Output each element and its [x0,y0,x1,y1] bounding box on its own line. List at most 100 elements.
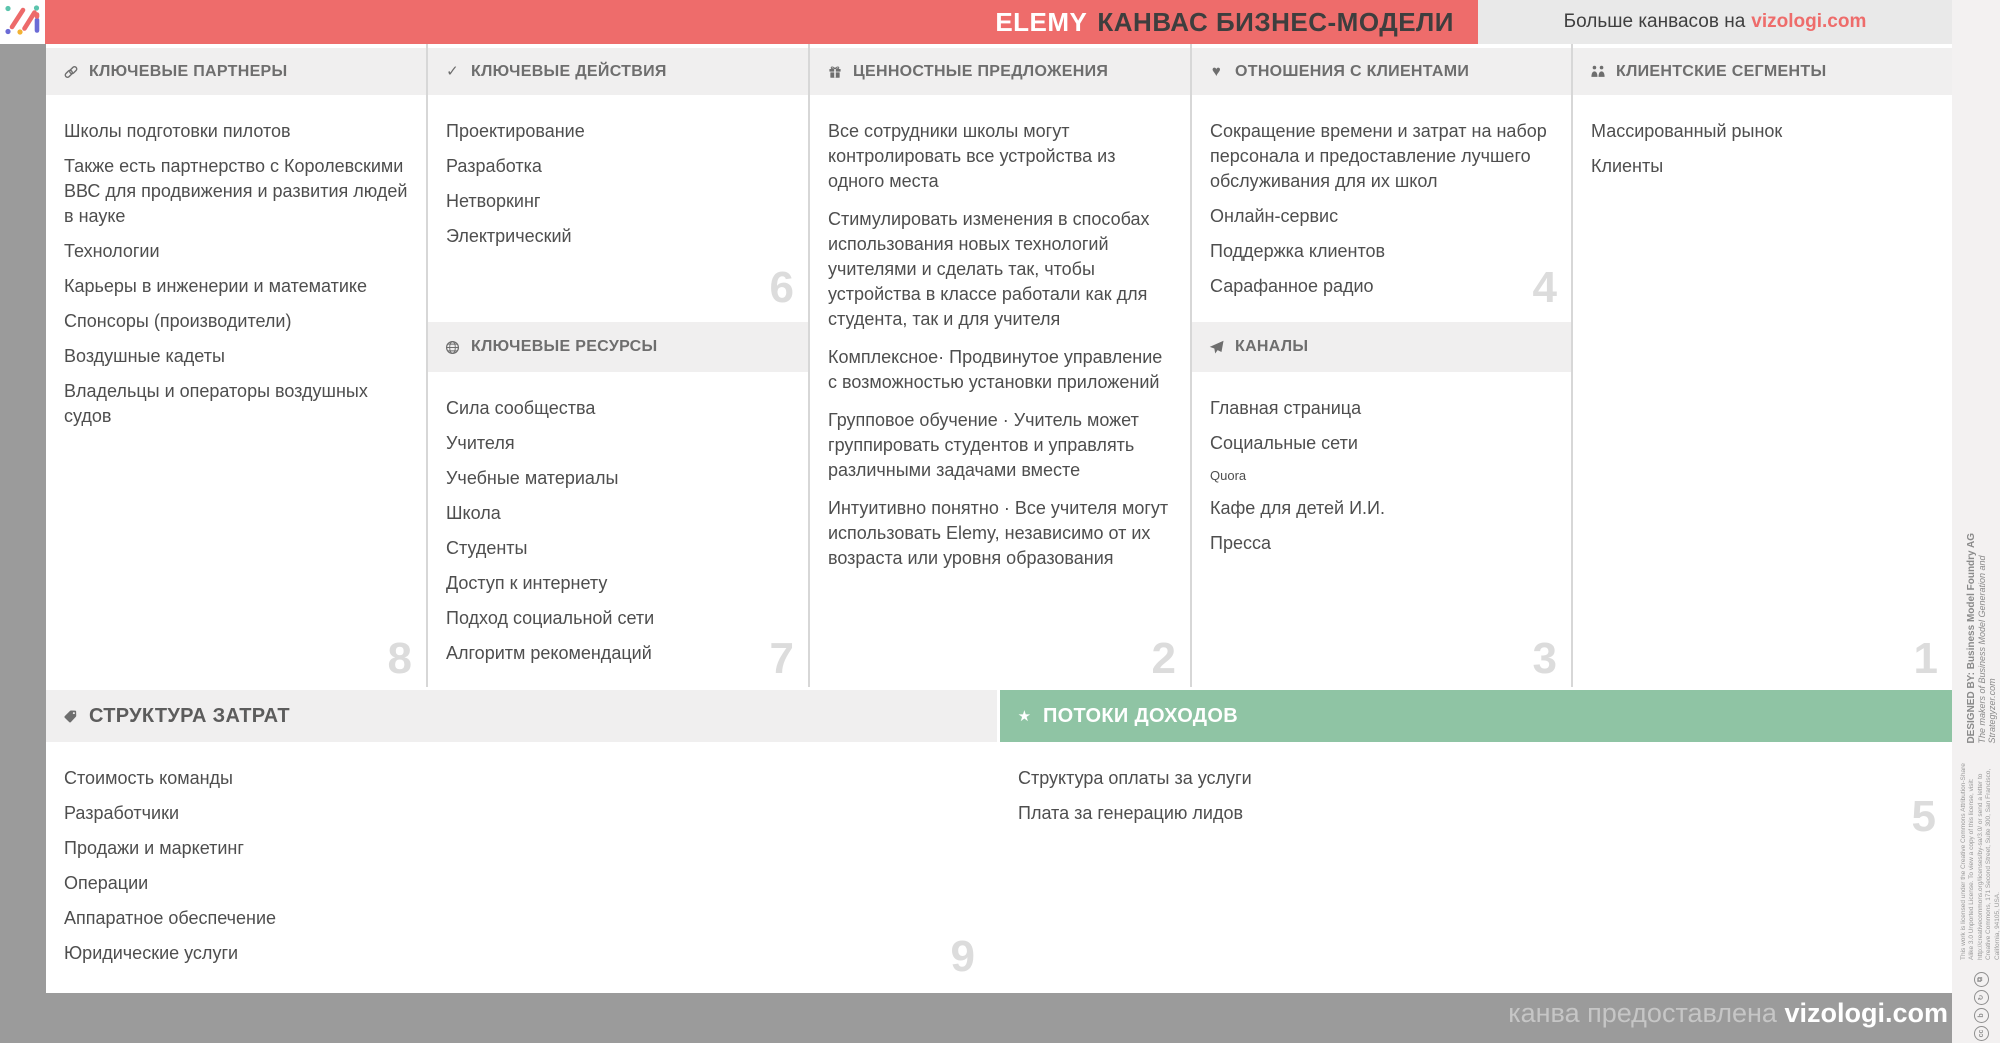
customer-segments-list: Массированный рынок Клиенты [1573,95,1952,179]
footer-text: канва предоставлена [1508,998,1777,1028]
key-resources-list: Сила сообщества Учителя Учебные материалы Ш… [428,372,808,666]
column-divider [808,44,810,687]
list-item: Продажи и маркетинг [64,838,244,858]
section-title: СТРУКТУРА ЗАТРАТ [89,704,290,727]
block-customer-relationships: ♥ ОТНОШЕНИЯ С КЛИЕНТАМИ Сокращение време… [1192,44,1571,320]
list-item: Электрический [446,226,572,246]
designed-by-tagline: The makers of Business Model Generation … [1976,555,1997,744]
block-number: 8 [387,634,412,683]
block-number: 7 [769,634,794,683]
block-number: 3 [1532,634,1557,683]
right-margin [1952,0,2000,1043]
block-value-propositions: ЦЕННОСТНЫЕ ПРЕДЛОЖЕНИЯ Все сотрудники шк… [810,44,1190,687]
list-item: Стоимость команды [64,768,233,788]
list-item: Также есть партнерство с Королевскими ВВ… [64,156,408,226]
gift-icon [826,65,843,79]
block-key-partners: КЛЮЧЕВЫЕ ПАРТНЕРЫ Школы подготовки пилот… [46,44,426,687]
section-title: ЦЕННОСТНЫЕ ПРЕДЛОЖЕНИЯ [853,62,1109,80]
block-channels: КАНАЛЫ Главная страница Социальные сети Qu… [1192,322,1571,687]
heart-icon: ♥ [1211,63,1222,80]
block-key-activities: ✓ КЛЮЧЕВЫЕ ДЕЙСТВИЯ Проектирование Разраб… [428,44,808,320]
list-item: Плата за генерацию лидов [1018,803,1244,823]
designed-by: DESIGNED BY: Business Model Foundry AG T… [1966,521,1997,744]
section-title: ПОТОКИ ДОХОДОВ [1043,704,1238,727]
block-number: 1 [1913,634,1938,683]
list-item: Структура оплаты за услуги [1018,768,1252,788]
list-item: Юридические услуги [64,943,239,963]
list-item: Нетворкинг [446,191,541,211]
customer-segments-header: КЛИЕНТСКИЕ СЕГМЕНТЫ [1573,48,1952,95]
block-key-resources: КЛЮЧЕВЫЕ РЕСУРСЫ Сила сообщества Учителя У… [428,322,808,687]
list-item: Клиенты [1591,156,1664,176]
column-divider [426,44,428,687]
list-item: Социальные сети [1210,433,1358,453]
list-item: Доступ к интернету [446,573,608,593]
list-item: Владельцы и операторы воздушных судов [64,381,368,426]
cost-structure-header: СТРУКТУРА ЗАТРАТ [46,690,997,742]
cc-by-icon: b [1973,1008,1989,1023]
list-item: Главная страница [1210,398,1362,418]
list-item: Школы подготовки пилотов [64,121,291,141]
list-item: Воздушные кадеты [64,346,225,366]
key-activities-header: ✓ КЛЮЧЕВЫЕ ДЕЙСТВИЯ [428,48,808,95]
section-title: КЛЮЧЕВЫЕ РЕСУРСЫ [471,338,658,355]
key-partners-list: Школы подготовки пилотов Также есть партн… [46,95,426,429]
section-title: КЛЮЧЕВЫЕ ДЕЙСТВИЯ [471,62,667,80]
link-icon [62,64,79,80]
license-sidebar: cc b ↻ ⧉ This work is licensed under the… [1960,521,2000,1041]
list-item: Разработка [446,156,542,176]
list-item: Сарафанное радио [1210,276,1374,296]
list-item: Массированный рынок [1591,121,1783,141]
list-item: Проектирование [446,121,585,141]
designed-by-line: DESIGNED BY: Business Model Foundry AG [1965,532,1977,744]
footer-credit: канва предоставлена vizologi.com [1508,998,1948,1029]
list-item: Учителя [446,433,515,453]
channels-list: Главная страница Социальные сети Quora Кафе… [1192,372,1571,556]
block-number: 9 [950,932,975,981]
key-partners-header: КЛЮЧЕВЫЕ ПАРТНЕРЫ [46,48,426,95]
header-bar: ELEMY КАНВАС БИЗНЕС-МОДЕЛИ [45,0,1478,44]
block-revenue-streams: ★ ПОТОКИ ДОХОДОВ Структура оплаты за усл… [1000,690,1952,993]
value-propositions-header: ЦЕННОСТНЫЕ ПРЕДЛОЖЕНИЯ [810,48,1190,95]
list-item: Школа [446,503,501,523]
revenue-streams-list: Структура оплаты за услуги Плата за генер… [1000,742,1952,826]
promo-vizologi-link[interactable]: vizologi.com [1751,11,1867,32]
section-title: КЛИЕНТСКИЕ СЕГМЕНТЫ [1616,62,1827,80]
block-number: 4 [1532,263,1557,312]
paper-plane-icon [1208,340,1225,355]
creative-commons-icons: cc b ↻ ⧉ [1973,972,1989,1041]
check-icon: ✓ [446,63,459,80]
list-item: Подход социальной сети [446,608,655,628]
customer-relationships-header: ♥ ОТНОШЕНИЯ С КЛИЕНТАМИ [1192,48,1571,95]
brand-name: ELEMY [995,6,1088,37]
promo-text: Больше канвасов на [1563,11,1746,32]
revenue-streams-header: ★ ПОТОКИ ДОХОДОВ [1000,690,1952,742]
list-item: Учебные материалы [446,468,619,488]
block-cost-structure: СТРУКТУРА ЗАТРАТ Стоимость команды Разраб… [46,690,997,993]
block-number: 6 [769,263,794,312]
section-title: КАНАЛЫ [1235,338,1309,355]
list-item: Групповое обучение · Учитель может групп… [828,410,1139,480]
key-resources-header: КЛЮЧЕВЫЕ РЕСУРСЫ [428,322,808,372]
block-number: 2 [1151,634,1176,683]
list-item: Операции [64,873,149,893]
vizologi-logo[interactable] [0,0,45,44]
block-customer-segments: КЛИЕНТСКИЕ СЕГМЕНТЫ Массированный рынок К… [1573,44,1952,687]
promo-bar: Больше канвасов на vizologi.com [1478,0,1952,44]
list-item: Поддержка клиентов [1210,241,1386,261]
cc-share-icon: ⧉ [1973,972,1989,987]
block-number: 5 [1911,792,1936,841]
list-item: Сила сообщества [446,398,596,418]
list-item: Спонсоры (производители) [64,311,292,331]
star-icon: ★ [1017,707,1032,725]
value-propositions-list: Все сотрудники школы могут контролироват… [810,95,1190,571]
list-item: Студенты [446,538,528,558]
list-item: Сокращение времени и затрат на набор пер… [1210,121,1547,191]
list-item: Все сотрудники школы могут контролироват… [828,121,1116,191]
key-activities-list: Проектирование Разработка Нетворкинг Электр… [428,95,808,249]
footer-vizologi-link[interactable]: vizologi.com [1784,998,1948,1028]
list-item: Интуитивно понятно · Все учителя могут и… [828,498,1169,568]
people-icon [1589,65,1606,78]
globe-icon [444,340,461,355]
